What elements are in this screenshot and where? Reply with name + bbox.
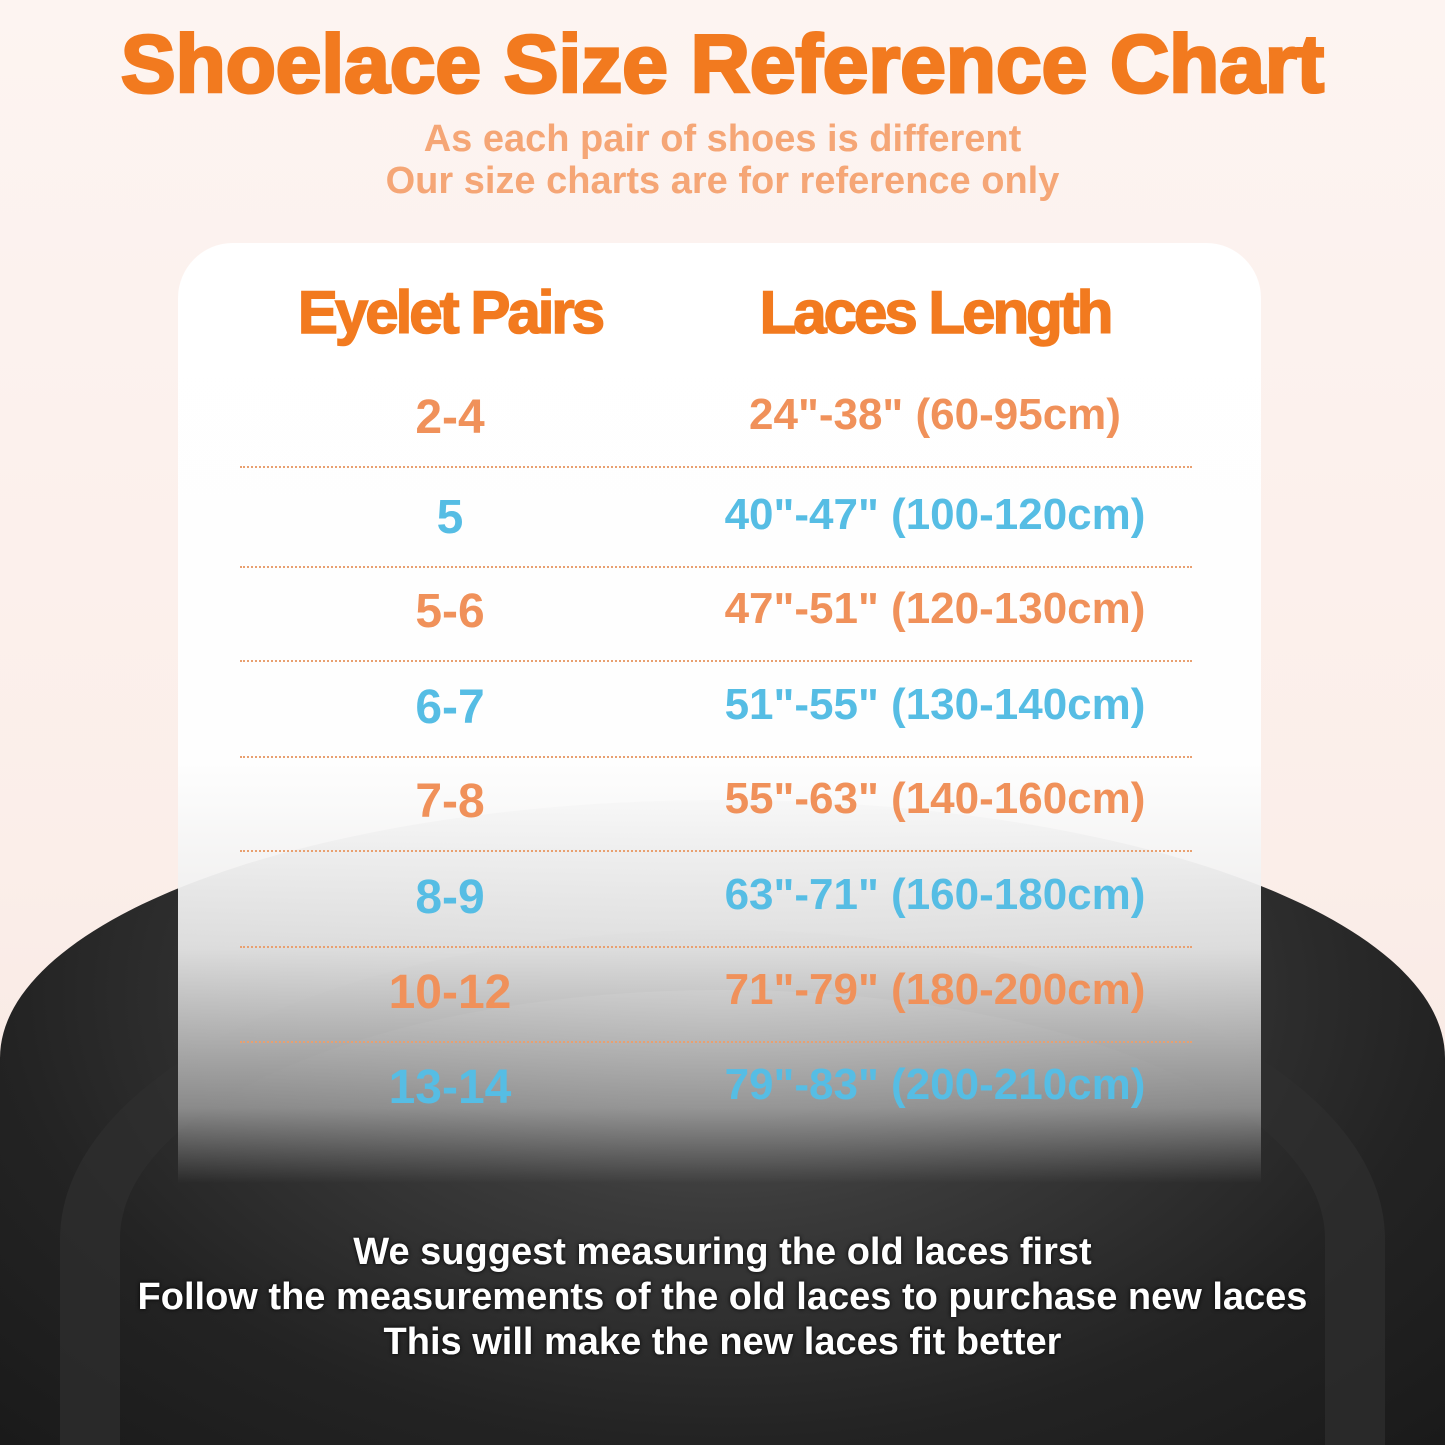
subtitle-line-2: Our size charts are for reference only: [385, 160, 1060, 202]
row-eyelet-pairs: 7-8: [415, 775, 485, 828]
row-eyelet-pairs: 2-4: [415, 391, 485, 444]
row-eyelet-pairs: 5: [436, 491, 464, 544]
row-laces-length: 40"-47" (100-120cm): [724, 490, 1146, 539]
row-divider: [240, 466, 1192, 468]
row-laces-length: 51"-55" (130-140cm): [724, 680, 1146, 729]
row-laces-length: 63"-71" (160-180cm): [724, 870, 1146, 919]
row-eyelet-pairs: 13-14: [388, 1061, 512, 1114]
row-eyelet-pairs: 6-7: [415, 681, 485, 734]
size-table-card: [178, 243, 1261, 1183]
footer-line-3: This will make the new laces fit better: [383, 1321, 1062, 1363]
row-divider: [240, 1041, 1192, 1043]
row-divider: [240, 850, 1192, 852]
subtitle-line-1: As each pair of shoes is different: [423, 118, 1022, 160]
footer-line-2: Follow the measurements of the old laces…: [137, 1276, 1308, 1318]
row-divider: [240, 566, 1192, 568]
row-laces-length: 79"-83" (200-210cm): [724, 1060, 1146, 1109]
row-laces-length: 71"-79" (180-200cm): [724, 965, 1146, 1014]
row-laces-length: 55"-63" (140-160cm): [724, 774, 1146, 823]
row-eyelet-pairs: 5-6: [415, 585, 485, 638]
row-eyelet-pairs: 10-12: [388, 966, 512, 1019]
row-divider: [240, 660, 1192, 662]
header-laces-length: Laces Length: [759, 278, 1114, 347]
row-divider: [240, 756, 1192, 758]
row-eyelet-pairs: 8-9: [415, 871, 485, 924]
header-eyelet-pairs: Eyelet Pairs: [297, 278, 606, 347]
page-title: Shoelace Size Reference Chart: [119, 18, 1325, 112]
footer-line-1: We suggest measuring the old laces first: [353, 1231, 1092, 1273]
row-laces-length: 47"-51" (120-130cm): [724, 584, 1146, 633]
row-divider: [240, 946, 1192, 948]
row-laces-length: 24"-38" (60-95cm): [749, 390, 1121, 439]
